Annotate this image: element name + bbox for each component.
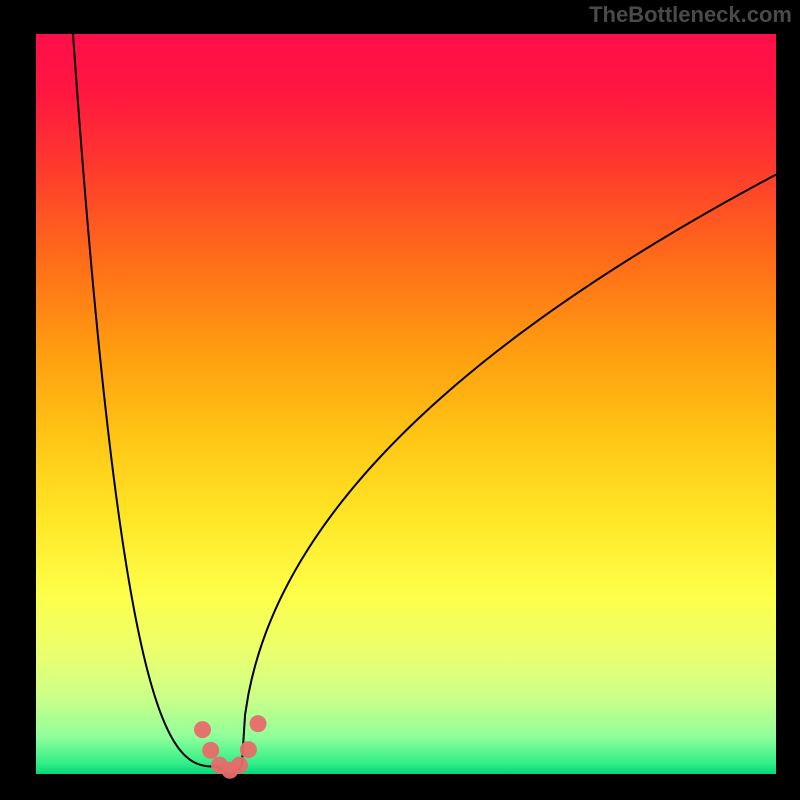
chart-container: TheBottleneck.com — [0, 0, 800, 800]
plot-background — [36, 34, 776, 774]
watermark-text: TheBottleneck.com — [589, 2, 792, 28]
